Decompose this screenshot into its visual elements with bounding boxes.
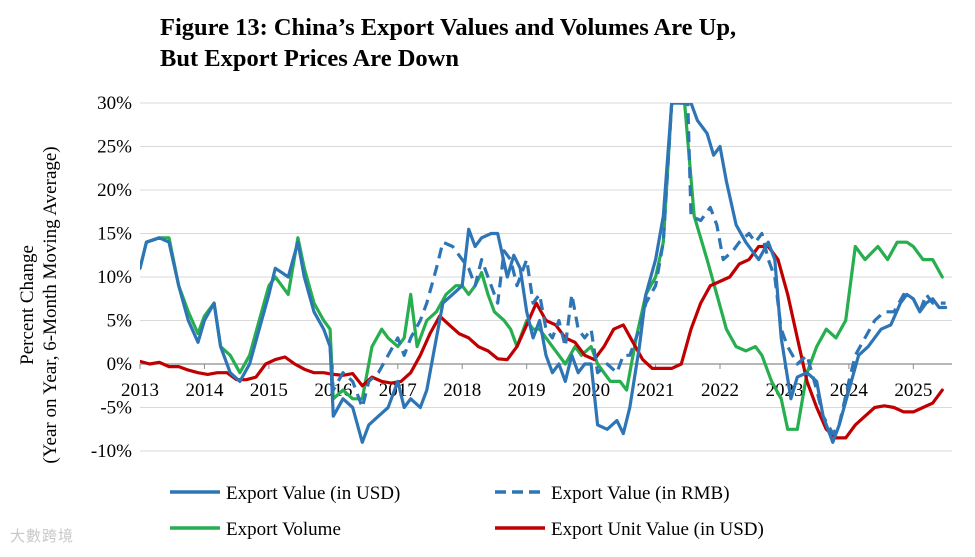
y-tick-label: 30% xyxy=(97,93,132,114)
watermark: 大數跨境 xyxy=(10,527,75,545)
legend-export-value-usd: Export Value (in USD) xyxy=(170,483,400,504)
legend-export-volume: Export Volume xyxy=(170,519,341,540)
series-lines xyxy=(140,103,948,444)
y-axis-label: Percent Change (Year on Year, 6-Month Mo… xyxy=(17,146,61,463)
legend-export-value-rmb: Export Value (in RMB) xyxy=(495,483,730,504)
y-tick-label: 0% xyxy=(107,354,133,375)
x-tick-label: 2013 xyxy=(121,380,159,401)
x-tick-label: 2019 xyxy=(508,380,546,401)
x-tick-label: 2020 xyxy=(572,380,610,401)
series-export-unit-value xyxy=(140,244,944,440)
y-tick-label: 15% xyxy=(97,224,132,245)
legend-label: Export Volume xyxy=(226,519,341,540)
chart-title-line1: Figure 13: China’s Export Values and Vol… xyxy=(160,14,737,41)
y-tick-label: -5% xyxy=(100,398,132,419)
legend-label: Export Unit Value (in USD) xyxy=(551,519,764,540)
y-tick-label: -10% xyxy=(91,441,132,462)
series-export-value-rmb xyxy=(328,103,946,436)
chart-title: Figure 13: China’s Export Values and Vol… xyxy=(160,12,960,74)
y-tick-label: 20% xyxy=(97,180,132,201)
x-tick-label: 2022 xyxy=(701,380,739,401)
x-tick-label: 2017 xyxy=(379,380,417,401)
legend: Export Value (in USD) Export Value (in RM… xyxy=(170,483,764,540)
legend-label: Export Value (in RMB) xyxy=(551,483,730,504)
legend-label: Export Value (in USD) xyxy=(226,483,400,504)
y-axis-tick-labels: 30% 25% 20% 15% 10% 5% 0% -5% -10% xyxy=(91,93,132,462)
x-tick-label: 2021 xyxy=(637,380,675,401)
y-axis-label-line2: (Year on Year, 6-Month Moving Average) xyxy=(40,146,61,463)
x-tick-label: 2015 xyxy=(250,380,288,401)
x-tick-label: 2018 xyxy=(443,380,481,401)
x-tick-label: 2025 xyxy=(894,380,932,401)
series-export-value-usd xyxy=(140,103,948,444)
y-tick-label: 10% xyxy=(97,267,132,288)
legend-export-unit-value: Export Unit Value (in USD) xyxy=(495,519,764,540)
y-axis-label-line1: Percent Change xyxy=(17,245,38,365)
y-tick-label: 5% xyxy=(107,311,133,332)
y-tick-label: 25% xyxy=(97,137,132,158)
chart-title-line2: But Export Prices Are Down xyxy=(160,45,459,72)
x-tick-label: 2014 xyxy=(185,380,224,401)
